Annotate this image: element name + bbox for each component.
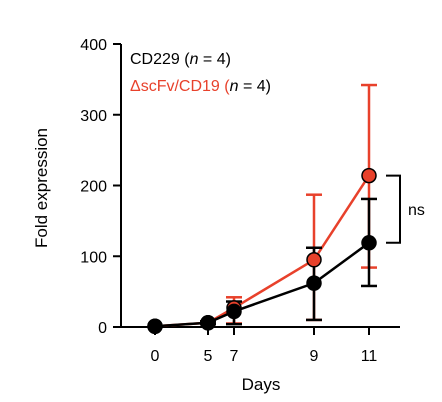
x-tick-label: 7 [230,348,239,365]
x-tick-label: 0 [151,348,160,365]
data-point [361,235,377,251]
series-0 [154,83,377,328]
data-point [226,303,242,320]
annotation-layer: ns [386,174,425,244]
y-tick-label: 100 [80,249,107,266]
data-point [361,167,377,184]
series-line [154,174,371,328]
legend-entry: CD229 (n = 4) [130,51,231,68]
significance-label: ns [408,202,425,219]
y-tick-label: 400 [80,37,107,54]
x-axis-title: Days [242,375,281,394]
series-line [154,241,370,328]
legend-entry: ΔscFv/CD19 (n = 4) [130,78,271,95]
significance-bracket [386,174,401,244]
data-point [200,315,216,331]
legend: CD229 (n = 4) ΔscFv/CD19 (n = 4) [130,51,271,95]
axes: 0 100 200 300 400 0 5 7 9 11 [80,37,400,365]
y-tick-label: 200 [80,179,107,196]
x-tick-label: 9 [310,348,319,365]
y-tick-label: 0 [98,320,107,337]
y-axis-title: Fold expression [32,128,51,248]
x-tick-label: 5 [204,348,213,365]
series-markers-0 [147,167,377,335]
y-tick-label: 300 [80,108,107,125]
data-point [306,252,322,268]
series-markers-1 [147,235,377,335]
series-layer [147,83,377,335]
x-tick-label: 11 [361,348,378,365]
data-point [306,275,322,291]
series-1 [154,197,377,328]
data-point [147,318,163,335]
